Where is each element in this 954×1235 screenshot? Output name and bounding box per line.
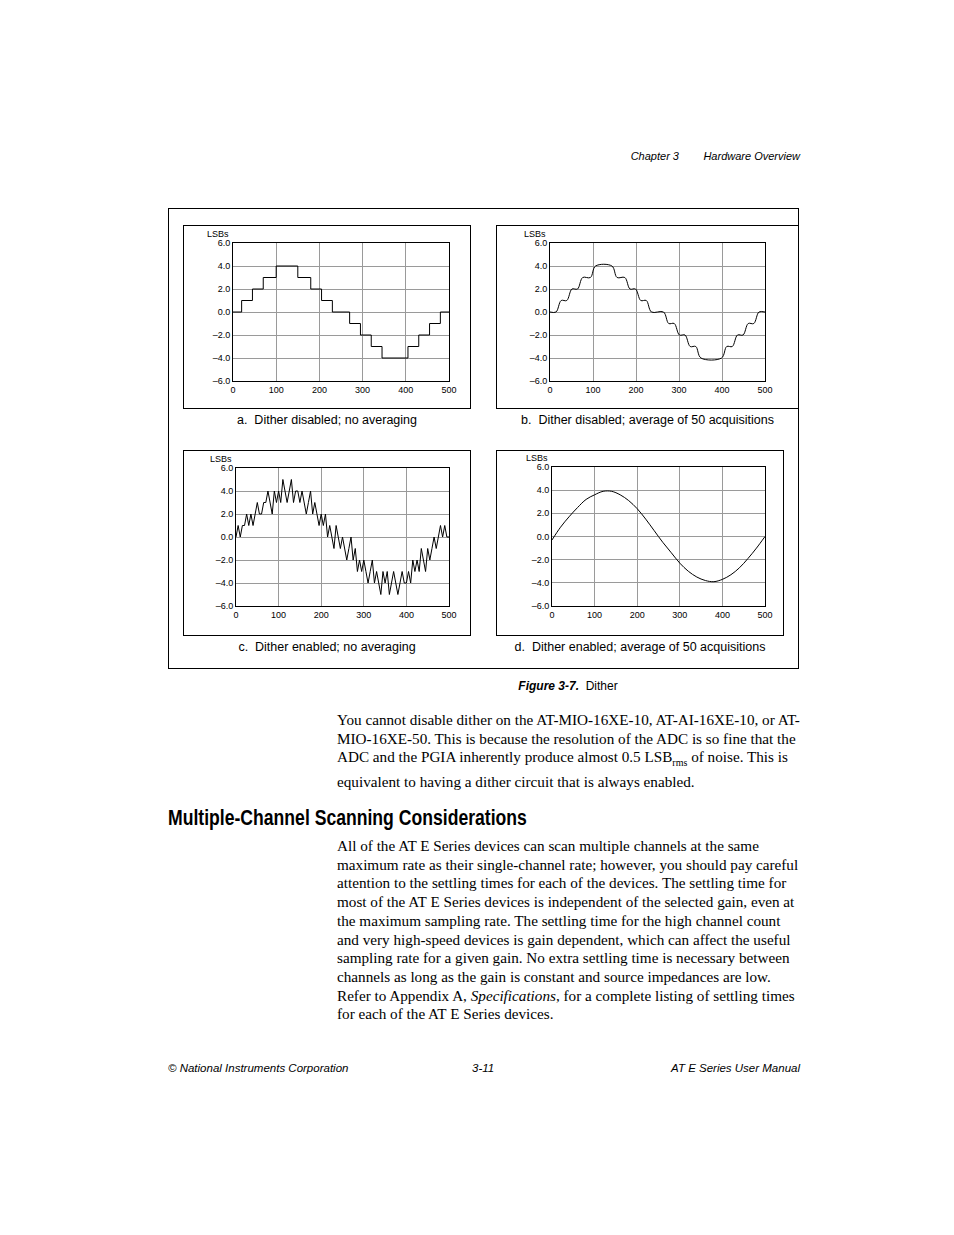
html-text:© National Instruments Corpora: © National Instruments Corporation bbox=[168, 1062, 349, 1074]
svg-text:–6.0: –6.0 bbox=[213, 376, 231, 386]
svg-text:400: 400 bbox=[399, 610, 414, 620]
svg-text:2.0: 2.0 bbox=[537, 508, 550, 518]
svg-text:2.0: 2.0 bbox=[218, 284, 231, 294]
svg-text:0: 0 bbox=[547, 385, 552, 395]
svg-text:4.0: 4.0 bbox=[221, 486, 234, 496]
svg-text:2.0: 2.0 bbox=[535, 284, 548, 294]
html-text:a. Dither disabled; no averagi: a. Dither disabled; no averaging bbox=[237, 413, 417, 427]
svg-text:4.0: 4.0 bbox=[535, 261, 548, 271]
html-text:c. Dither enabled; no averagin: c. Dither enabled; no averaging bbox=[238, 640, 416, 654]
svg-text:–4.0: –4.0 bbox=[532, 578, 550, 588]
html-text:3-11: 3-11 bbox=[472, 1062, 495, 1074]
html-text:You cannot disable dither on t: You cannot disable dither on the AT-MIO-… bbox=[337, 711, 800, 791]
svg-text:–6.0: –6.0 bbox=[532, 601, 550, 611]
svg-text:500: 500 bbox=[757, 610, 772, 620]
svg-text:–4.0: –4.0 bbox=[530, 353, 548, 363]
svg-text:0.0: 0.0 bbox=[218, 307, 231, 317]
svg-text:LSBs: LSBs bbox=[207, 229, 229, 239]
svg-text:200: 200 bbox=[628, 385, 643, 395]
html-text:All of the AT E Series devices: All of the AT E Series devices can scan … bbox=[337, 837, 799, 1023]
svg-text:6.0: 6.0 bbox=[221, 463, 234, 473]
svg-text:300: 300 bbox=[355, 385, 370, 395]
svg-text:0: 0 bbox=[233, 610, 238, 620]
svg-text:LSBs: LSBs bbox=[526, 453, 548, 463]
html-text:Multiple-Channel Scanning Cons: Multiple-Channel Scanning Considerations bbox=[168, 805, 527, 830]
svg-text:–6.0: –6.0 bbox=[216, 601, 234, 611]
svg-text:200: 200 bbox=[314, 610, 329, 620]
svg-text:4.0: 4.0 bbox=[537, 485, 550, 495]
svg-text:4.0: 4.0 bbox=[218, 261, 231, 271]
svg-text:300: 300 bbox=[356, 610, 371, 620]
html-text:Figure 3-7. Dither: Figure 3-7. Dither bbox=[518, 679, 618, 693]
svg-text:–4.0: –4.0 bbox=[213, 353, 231, 363]
svg-text:6.0: 6.0 bbox=[218, 238, 231, 248]
svg-text:0.0: 0.0 bbox=[221, 532, 234, 542]
svg-text:6.0: 6.0 bbox=[535, 238, 548, 248]
svg-text:500: 500 bbox=[441, 610, 456, 620]
html-text:Chapter 3 Hardware Overview: Chapter 3 Hardware Overview bbox=[630, 150, 800, 162]
svg-text:–2.0: –2.0 bbox=[213, 330, 231, 340]
svg-text:6.0: 6.0 bbox=[537, 462, 550, 472]
svg-text:0.0: 0.0 bbox=[537, 532, 550, 542]
svg-text:100: 100 bbox=[585, 385, 600, 395]
svg-text:0.0: 0.0 bbox=[535, 307, 548, 317]
svg-text:400: 400 bbox=[398, 385, 413, 395]
svg-text:300: 300 bbox=[672, 610, 687, 620]
html-text:AT E Series User Manual: AT E Series User Manual bbox=[671, 1062, 800, 1074]
svg-text:0: 0 bbox=[549, 610, 554, 620]
svg-text:400: 400 bbox=[715, 610, 730, 620]
svg-text:2.0: 2.0 bbox=[221, 509, 234, 519]
svg-text:–2.0: –2.0 bbox=[532, 555, 550, 565]
svg-text:400: 400 bbox=[714, 385, 729, 395]
svg-text:500: 500 bbox=[757, 385, 772, 395]
svg-text:500: 500 bbox=[441, 385, 456, 395]
svg-text:200: 200 bbox=[630, 610, 645, 620]
svg-text:LSBs: LSBs bbox=[210, 454, 232, 464]
svg-text:300: 300 bbox=[671, 385, 686, 395]
svg-text:LSBs: LSBs bbox=[524, 229, 546, 239]
html-text:d. Dither enabled; average of: d. Dither enabled; average of 50 acquisi… bbox=[514, 640, 766, 654]
svg-text:0: 0 bbox=[230, 385, 235, 395]
svg-text:100: 100 bbox=[269, 385, 284, 395]
svg-text:–2.0: –2.0 bbox=[530, 330, 548, 340]
svg-text:200: 200 bbox=[312, 385, 327, 395]
svg-text:–2.0: –2.0 bbox=[216, 555, 234, 565]
html-text:b. Dither disabled; average of: b. Dither disabled; average of 50 acquis… bbox=[521, 413, 774, 427]
svg-text:100: 100 bbox=[271, 610, 286, 620]
svg-text:–4.0: –4.0 bbox=[216, 578, 234, 588]
svg-text:100: 100 bbox=[587, 610, 602, 620]
svg-text:–6.0: –6.0 bbox=[530, 376, 548, 386]
